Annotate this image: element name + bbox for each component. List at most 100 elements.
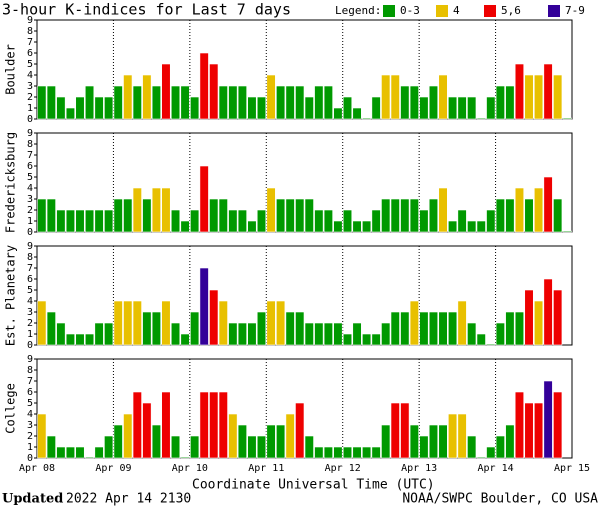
bar xyxy=(533,74,544,120)
y-tick-label: 6 xyxy=(27,161,33,172)
bar xyxy=(218,391,228,459)
bar xyxy=(132,187,142,233)
y-tick-label: 9 xyxy=(27,15,33,26)
bar xyxy=(266,424,276,459)
bar xyxy=(457,209,467,233)
y-tick-label: 8 xyxy=(27,252,33,263)
bar xyxy=(65,209,76,233)
bar xyxy=(46,435,56,459)
bar xyxy=(505,85,515,120)
y-tick-label: 4 xyxy=(27,296,33,307)
bar xyxy=(56,96,66,120)
bar xyxy=(65,333,76,346)
y-tick-label: 1 xyxy=(27,216,33,227)
bar xyxy=(170,322,181,346)
bar xyxy=(333,107,343,120)
y-tick-label: 9 xyxy=(27,128,33,139)
source: NOAA/SWPC Boulder, CO USA xyxy=(402,492,598,507)
bar xyxy=(428,85,439,120)
bar xyxy=(448,220,458,233)
y-tick-label: 8 xyxy=(27,365,33,376)
bar xyxy=(409,198,419,233)
bar xyxy=(428,198,439,233)
x-tick-label: Apr 08 xyxy=(19,463,55,474)
bar xyxy=(132,85,142,120)
bar xyxy=(209,63,219,120)
x-axis-title: Coordinate Universal Time (UTC) xyxy=(192,478,435,493)
bar xyxy=(314,446,324,459)
bar xyxy=(543,278,553,346)
legend-swatch xyxy=(383,5,395,17)
bar xyxy=(84,85,95,120)
y-tick-label: 2 xyxy=(27,92,33,103)
bar xyxy=(247,96,257,120)
bar xyxy=(467,435,477,459)
bar xyxy=(190,96,200,120)
legend-swatch xyxy=(484,5,496,17)
y-tick-label: 9 xyxy=(27,354,33,365)
legend-label: 0-3 xyxy=(400,4,420,17)
bar xyxy=(476,333,486,346)
bar xyxy=(333,322,343,346)
plot-frame xyxy=(36,358,573,459)
y-tick-label: 7 xyxy=(27,263,33,274)
bar xyxy=(285,198,295,233)
bar xyxy=(276,198,286,233)
legend-label: 5,6 xyxy=(501,4,521,17)
bar xyxy=(180,85,190,120)
y-tick-label: 5 xyxy=(27,398,33,409)
y-tick-label: 8 xyxy=(27,139,33,150)
bar xyxy=(533,187,544,233)
bar xyxy=(390,198,400,233)
bar xyxy=(304,96,314,120)
bar xyxy=(562,117,572,120)
panel-label: Boulder xyxy=(4,44,18,95)
x-tick-label: Apr 12 xyxy=(325,463,361,474)
bar xyxy=(94,446,104,459)
bar xyxy=(237,85,247,120)
bar xyxy=(56,209,66,233)
y-tick-label: 7 xyxy=(27,37,33,48)
bar xyxy=(304,198,314,233)
bar xyxy=(524,198,534,233)
updated-label: Updated xyxy=(2,492,63,507)
bar xyxy=(37,300,47,346)
bar xyxy=(228,413,238,459)
y-tick-label: 2 xyxy=(27,205,33,216)
plot-frame xyxy=(36,19,573,120)
legend-label: 4 xyxy=(453,4,460,17)
bar xyxy=(419,311,429,346)
bar xyxy=(352,322,362,346)
bar xyxy=(419,209,429,233)
bar xyxy=(323,446,333,459)
bar xyxy=(342,333,353,346)
bar xyxy=(123,413,133,459)
bar xyxy=(323,322,333,346)
bar xyxy=(314,209,324,233)
bar xyxy=(543,380,553,459)
bar xyxy=(333,446,343,459)
bar xyxy=(75,446,85,459)
bar xyxy=(495,198,505,233)
bar xyxy=(190,435,200,459)
bar xyxy=(533,402,544,459)
bar xyxy=(247,220,257,233)
y-tick-label: 6 xyxy=(27,387,33,398)
bar xyxy=(161,391,171,459)
bar xyxy=(448,96,458,120)
bar xyxy=(390,402,400,459)
bar xyxy=(256,209,267,233)
bar xyxy=(123,300,133,346)
bar xyxy=(276,85,286,120)
y-tick-label: 9 xyxy=(27,241,33,252)
bar xyxy=(486,96,496,120)
bar xyxy=(409,300,419,346)
bar xyxy=(467,96,477,120)
bar xyxy=(142,311,152,346)
bar xyxy=(151,85,161,120)
bar xyxy=(65,107,76,120)
bar xyxy=(180,333,190,346)
x-tick-label: Apr 13 xyxy=(401,463,437,474)
x-tick-label: Apr 10 xyxy=(172,463,208,474)
bar xyxy=(295,85,305,120)
